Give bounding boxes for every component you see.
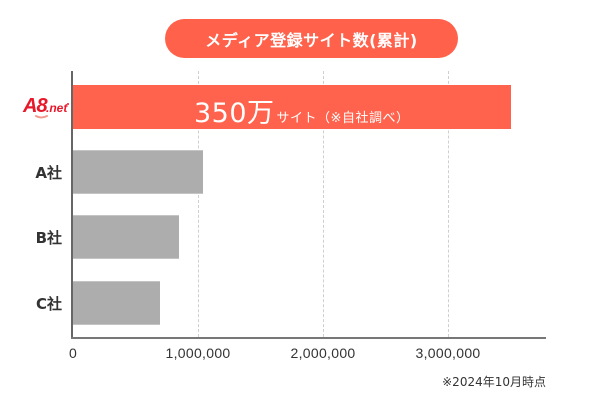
bar-a8net-suffix: サイト（※自社調べ） bbox=[276, 111, 410, 126]
gridline-3m bbox=[448, 71, 449, 337]
x-axis bbox=[71, 337, 546, 339]
bar-company-b bbox=[73, 215, 179, 259]
x-tick-3m: 3,000,000 bbox=[415, 345, 481, 361]
y-axis bbox=[71, 71, 73, 339]
footnote: ※2024年10月時点 bbox=[442, 375, 546, 389]
svg-text:.net: .net bbox=[46, 101, 68, 115]
chart-title: メディア登録サイト数(累計) bbox=[165, 19, 458, 58]
bar-company-c bbox=[73, 281, 160, 325]
x-tick-0: 0 bbox=[68, 345, 78, 361]
category-label-b: B社 bbox=[35, 228, 62, 247]
category-label-c: C社 bbox=[35, 294, 62, 313]
x-tick-2m: 2,000,000 bbox=[290, 345, 356, 361]
bar-a8net: 350万 サイト（※自社調べ） bbox=[73, 85, 511, 129]
gridline-2m bbox=[323, 71, 324, 337]
gridline-1m bbox=[198, 71, 199, 337]
a8net-logo-icon: A8 .net bbox=[22, 95, 69, 119]
bar-company-a bbox=[73, 150, 203, 194]
category-label-a: A社 bbox=[35, 163, 62, 182]
svg-text:A8: A8 bbox=[22, 95, 48, 117]
a8net-logo: A8 .net bbox=[22, 93, 70, 121]
bar-a8net-value: 350万 bbox=[194, 98, 275, 129]
bar-a8net-label: 350万 サイト（※自社調べ） bbox=[194, 85, 409, 129]
x-tick-1m: 1,000,000 bbox=[165, 345, 231, 361]
